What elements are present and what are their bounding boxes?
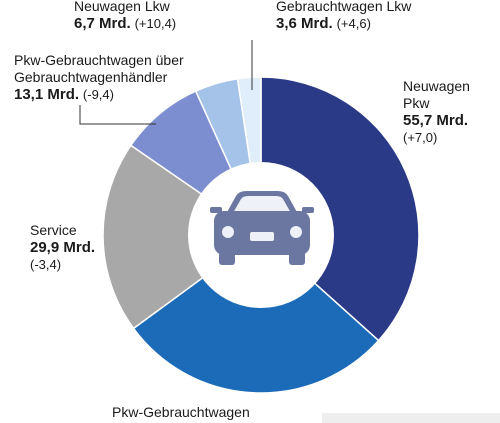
value-neuwagen-pkw: 55,7 Mrd. [403,112,469,129]
label-pkw-gebrauchtwagen-haendler: Pkw-Gebrauchtwagen über Gebrauchtwagenhä… [14,52,184,103]
slice-pkw-gebrauchtwagen [132,234,380,394]
label-neuwagen-pkw-line1: Neuwagen [403,78,470,94]
change-neuwagen-lkw: (+10,4) [134,16,177,31]
label-gebrauchtwagen-lkw-name: Gebrauchtwagen Lkw [276,0,412,14]
change-haendler: (-9,4) [82,87,114,102]
value-service: 29,9 Mrd. [30,239,96,256]
corner-panel [322,413,500,423]
label-service-name: Service [30,222,77,238]
label-haendler-line2: Gebrauchtwagenhändler [14,69,168,85]
label-neuwagen-pkw: Neuwagen Pkw 55,7 Mrd. (+7,0) [403,78,470,146]
slice-neuwagen-pkw [260,76,420,342]
change-neuwagen-pkw: (+7,0) [403,130,438,145]
value-neuwagen-lkw: 6,7 Mrd. [74,15,131,32]
label-neuwagen-pkw-line2: Pkw [403,95,430,111]
value-gebrauchtwagen-lkw: 3,6 Mrd. [276,15,333,32]
label-pkw-gebrauchtwagen-name: Pkw-Gebrauchtwagen [112,404,250,420]
slice-service [102,144,263,330]
label-neuwagen-lkw-name: Neuwagen Lkw [74,0,170,14]
label-neuwagen-lkw: Neuwagen Lkw 6,7 Mrd. (+10,4) [74,0,176,32]
leader-pkw-gebrauchtwagen-haendler [79,105,156,125]
label-gebrauchtwagen-lkw: Gebrauchtwagen Lkw 3,6 Mrd. (+4,6) [276,0,411,32]
car-front-icon [210,191,314,265]
label-service: Service 29,9 Mrd. (-3,4) [30,222,95,273]
label-haendler-line1: Pkw-Gebrauchtwagen über [14,52,184,68]
change-gebrauchtwagen-lkw: (+4,6) [336,16,371,31]
change-service: (-3,4) [30,257,62,272]
label-pkw-gebrauchtwagen: Pkw-Gebrauchtwagen [112,404,250,421]
value-haendler: 13,1 Mrd. [14,86,80,103]
